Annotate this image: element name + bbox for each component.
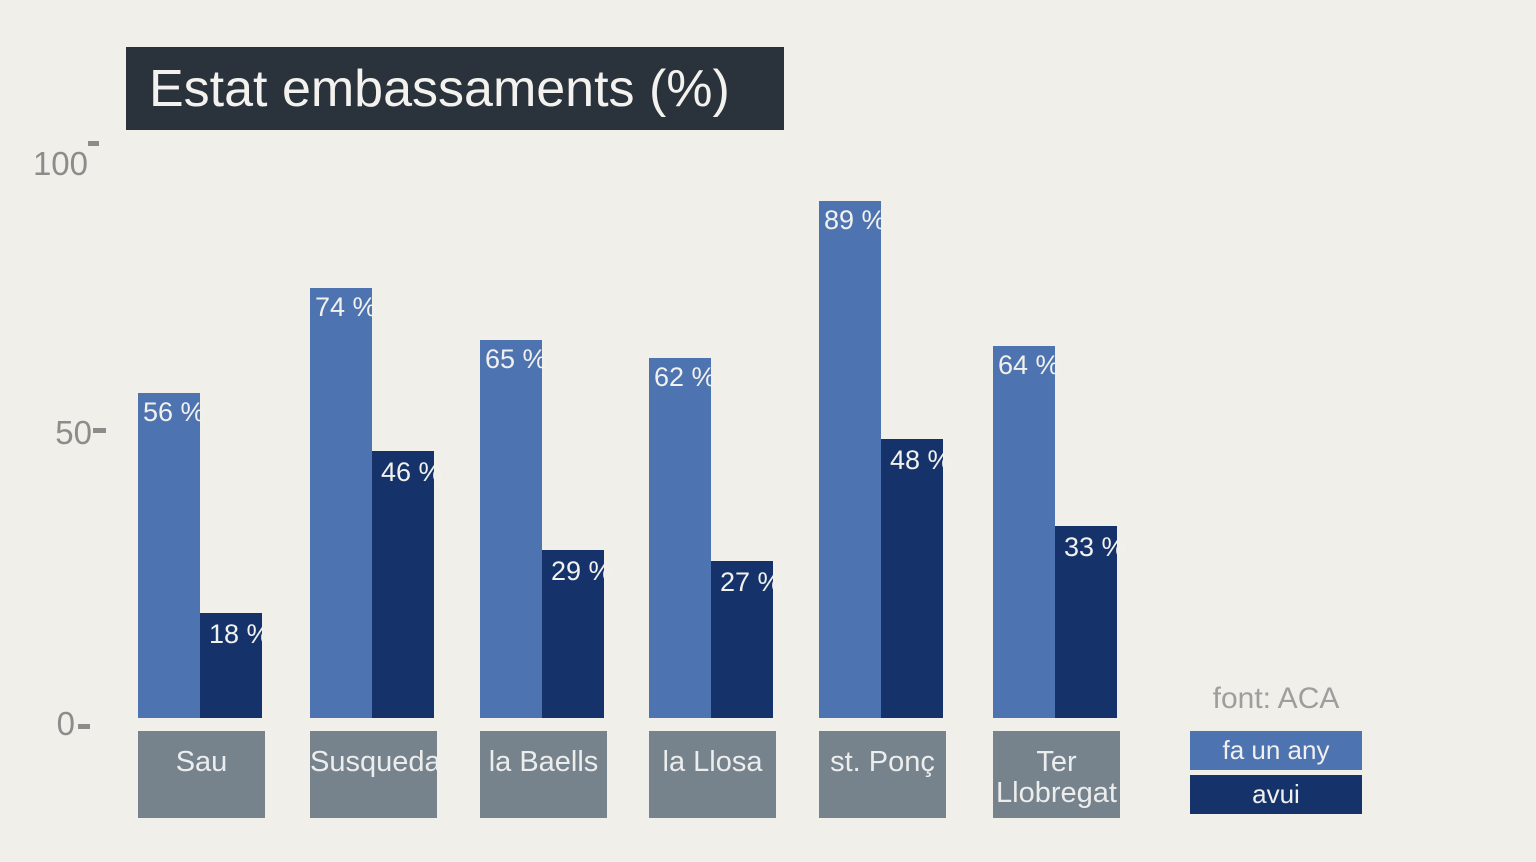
category-label: la Llosa bbox=[662, 746, 763, 778]
category-box-la-baells: la Baells bbox=[480, 731, 607, 818]
category-label: Ter Llobregat bbox=[996, 746, 1117, 809]
y-tick-mark-0 bbox=[78, 724, 90, 729]
bar-fa-un-any-ter-llobregat: 64 % bbox=[993, 346, 1060, 718]
bar-avui-la-llosa: 27 % bbox=[711, 561, 782, 718]
y-tick-label-50: 50 bbox=[55, 414, 92, 451]
bar-fa-un-any-la-llosa: 62 % bbox=[649, 358, 716, 718]
legend-item-avui: avui bbox=[1190, 775, 1362, 814]
bar-value-label: 74 % bbox=[315, 292, 377, 322]
bar-value-label: 29 % bbox=[551, 556, 613, 586]
bar-fa-un-any-susqueda: 74 % bbox=[310, 288, 377, 718]
y-tick-label-100: 100 bbox=[32, 145, 88, 182]
category-box-ter-llobregat: Ter Llobregat bbox=[993, 731, 1120, 818]
bar-value-label: 33 % bbox=[1064, 532, 1126, 562]
bar-value-label: 62 % bbox=[654, 362, 716, 392]
chart-title-box: Estat embassaments (%) bbox=[126, 47, 784, 130]
category-box-la-llosa: la Llosa bbox=[649, 731, 776, 818]
y-tick-mark-100 bbox=[88, 141, 99, 146]
bar-fa-un-any-la-baells: 65 % bbox=[480, 340, 547, 718]
bar-avui-la-baells: 29 % bbox=[542, 550, 613, 718]
bar-value-label: 27 % bbox=[720, 567, 782, 597]
bar-fa-un-any-sau: 56 % bbox=[138, 393, 205, 718]
bar-fa-un-any-st-pon: 89 % bbox=[819, 201, 886, 718]
category-box-sau: Sau bbox=[138, 731, 265, 818]
category-box-susqueda: Susqueda bbox=[310, 731, 441, 818]
category-label: Susqueda bbox=[310, 746, 441, 778]
bar-value-label: 64 % bbox=[998, 350, 1060, 380]
legend-item-fa-un-any: fa un any bbox=[1190, 731, 1362, 770]
category-label: Sau bbox=[175, 746, 228, 778]
bar-avui-st-pon: 48 % bbox=[881, 439, 952, 718]
category-label: st. Ponç bbox=[830, 746, 935, 778]
bar-value-label: 89 % bbox=[824, 205, 886, 235]
bar-avui-sau: 18 % bbox=[200, 613, 271, 718]
bar-avui-susqueda: 46 % bbox=[372, 451, 443, 718]
category-box-st-pon: st. Ponç bbox=[819, 731, 946, 818]
legend: fa un any avui bbox=[1190, 731, 1362, 819]
bar-value-label: 65 % bbox=[485, 344, 547, 374]
bar-value-label: 18 % bbox=[209, 619, 271, 649]
category-label: la Baells bbox=[488, 746, 599, 778]
bar-value-label: 48 % bbox=[890, 445, 952, 475]
y-tick-label-0: 0 bbox=[56, 705, 75, 742]
y-tick-mark-50 bbox=[93, 428, 106, 433]
source-label: font: ACA bbox=[1212, 682, 1340, 715]
bar-value-label: 46 % bbox=[381, 457, 443, 487]
chart-title: Estat embassaments (%) bbox=[149, 60, 730, 118]
bar-value-label: 56 % bbox=[143, 397, 205, 427]
bar-avui-ter-llobregat: 33 % bbox=[1055, 526, 1126, 718]
